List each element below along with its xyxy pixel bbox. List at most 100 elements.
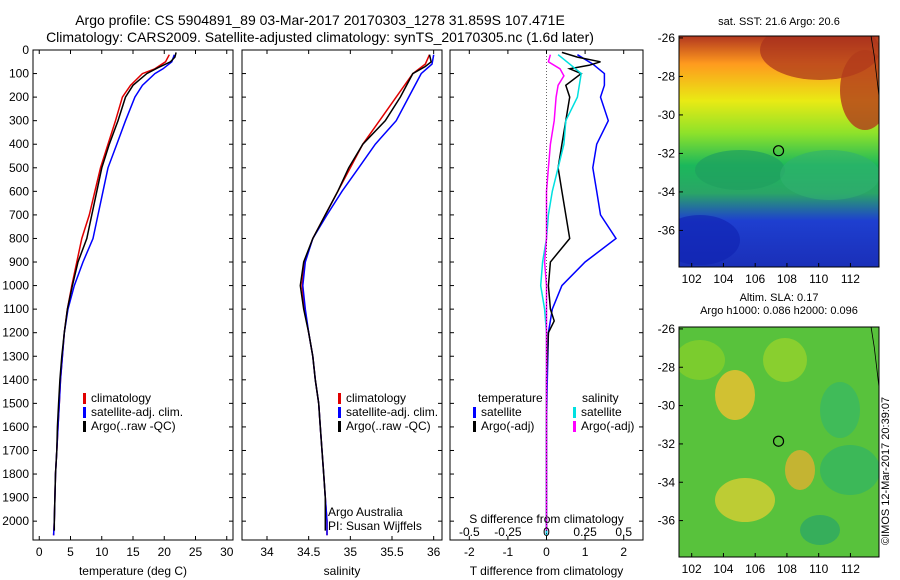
depth-tick-label: 0 [22, 43, 29, 57]
salinity-xtick-label: 35 [344, 545, 358, 559]
sla-map-coastline [870, 326, 880, 388]
sla-map-ytick-label: -34 [658, 475, 676, 489]
plot-title-line1: Argo profile: CS 5904891_89 03-Mar-2017 … [75, 12, 565, 28]
temperature-diff-legend-swatch [473, 421, 476, 432]
salinity-legend-label: satellite-adj. clim. [346, 405, 438, 419]
salinity-series-line [301, 54, 431, 536]
salinity-xtick-label: 34 [260, 545, 274, 559]
depth-tick-label: 400 [9, 137, 29, 151]
depth-tick-label: 600 [9, 184, 29, 198]
sst-map-ytick-label: -36 [658, 223, 676, 237]
sst-map-ytick-label: -30 [658, 108, 676, 122]
salinity-diff-tick-label: 0.25 [573, 525, 597, 539]
sst-map-xtick-label: 108 [777, 272, 797, 286]
sst-map-ytick-label: -26 [658, 31, 676, 45]
salinity-xtick-label: 36 [427, 545, 441, 559]
depth-tick-label: 1000 [2, 279, 29, 293]
sla-map-xtick-label: 110 [809, 562, 828, 576]
differences-xtick-label: 1 [582, 545, 589, 559]
sla-map-ytick-label: -28 [658, 360, 676, 374]
depth-tick-label: 1600 [2, 420, 29, 434]
temperature-xlabel: temperature (deg C) [79, 564, 187, 578]
salinity-frame [241, 49, 443, 541]
sla-map-xtick-label: 102 [682, 562, 702, 576]
sla-patches [679, 338, 879, 545]
sla-map-xtick-label: 108 [777, 562, 797, 576]
depth-tick-label: 300 [9, 114, 29, 128]
salinity-diff-legend-swatch [573, 407, 576, 418]
salinity-legend-label: Argo(..raw -QC) [346, 419, 431, 433]
temperature-xtick-label: 15 [126, 545, 140, 559]
sst-map-xtick-label: 112 [841, 272, 860, 286]
salinity-legend-swatch [338, 421, 341, 432]
depth-tick-label: 1800 [2, 467, 29, 481]
depth-tick-label: 800 [9, 231, 29, 245]
depth-tick-label: 500 [9, 161, 29, 175]
differences-series-line [545, 51, 601, 531]
differences-xtick-label: 0 [543, 545, 550, 559]
temperature-series-line [53, 52, 177, 531]
depth-tick-label: 1900 [2, 491, 29, 505]
depth-tick-label: 1500 [2, 396, 29, 410]
salinity-diff-legend-label: satellite [581, 405, 622, 419]
temperature-xtick-label: 20 [158, 545, 172, 559]
salinity-diff-legend-swatch [573, 421, 576, 432]
sla-map-ytick-label: -26 [658, 322, 676, 336]
depth-tick-label: 2000 [2, 514, 29, 528]
sst-map-argo-marker [772, 145, 785, 157]
sst-map-title: sat. SST: 21.6 Argo: 20.6 [718, 16, 840, 28]
temperature-diff-legend-label: Argo(-adj) [481, 419, 534, 433]
sla-map-xtick-label: 104 [713, 562, 733, 576]
plot-title-line2: Climatology: CARS2009. Satellite-adjuste… [46, 29, 594, 45]
salinity-diff-tick-label: 0.5 [615, 525, 632, 539]
sla-map-ytick-label: -32 [658, 437, 676, 451]
depth-tick-label: 1100 [3, 302, 29, 316]
credit-stamp: ©IMOS 12-Mar-2017 20:39:07 [880, 396, 892, 545]
sst-map-ytick-label: -34 [658, 185, 676, 199]
sla-map-title-line1: Altim. SLA: 0.17 [739, 292, 819, 304]
salinity-diff-tick-label: -0.5 [459, 525, 480, 539]
temperature-xtick-label: 10 [95, 545, 109, 559]
salinity-legend-swatch [338, 407, 341, 418]
sla-map-xtick-label: 112 [841, 562, 860, 576]
depth-tick-label: 1200 [2, 326, 29, 340]
sla-map [678, 326, 880, 558]
salinity-diff-label: S difference from climatology [469, 512, 624, 526]
depth-tick-label: 1700 [2, 443, 29, 457]
sst-map-frame [678, 35, 880, 268]
differences-xtick-label: -1 [503, 545, 514, 559]
argo-annotation: Argo Australia [328, 505, 403, 519]
temperature-diff-legend-label: satellite [481, 405, 522, 419]
argo-annotation: PI: Susan Wijffels [328, 519, 422, 533]
differences-xlabel: T difference from climatology [470, 564, 624, 578]
depth-tick-label: 700 [9, 208, 29, 222]
sla-map-title-line2: Argo h1000: 0.086 h2000: 0.096 [700, 305, 858, 317]
sst-map-xtick-label: 102 [682, 272, 702, 286]
sst-map-ytick-label: -32 [658, 146, 676, 160]
sst-patches [679, 36, 879, 265]
salinity-legend-title: salinity [582, 391, 619, 405]
salinity-series-line [299, 54, 433, 531]
differences-series-line [543, 54, 565, 531]
depth-tick-label: 100 [9, 67, 29, 81]
salinity-diff-tick-label: 0 [543, 525, 550, 539]
salinity-xtick-label: 34.5 [297, 545, 321, 559]
depth-tick-label: 1300 [2, 349, 29, 363]
sst-map-coastline [870, 35, 880, 97]
sla-map-frame [678, 326, 880, 558]
temperature-xtick-label: 25 [189, 545, 203, 559]
temperature-legend-title: temperature [478, 391, 543, 405]
sla-map-xtick-label: 106 [745, 562, 765, 576]
temperature-legend-label: Argo(..raw -QC) [91, 419, 176, 433]
salinity-diff-tick-label: -0.25 [494, 525, 522, 539]
differences-series-line [545, 54, 618, 536]
depth-tick-label: 200 [9, 90, 29, 104]
sst-map-xtick-label: 106 [745, 272, 765, 286]
temperature-xtick-label: 5 [67, 545, 74, 559]
temperature-xtick-label: 0 [36, 545, 43, 559]
salinity-legend-swatch [338, 393, 341, 404]
temperature-xtick-label: 30 [220, 545, 234, 559]
sst-map-xtick-label: 104 [713, 272, 733, 286]
temperature-diff-legend-swatch [473, 407, 476, 418]
